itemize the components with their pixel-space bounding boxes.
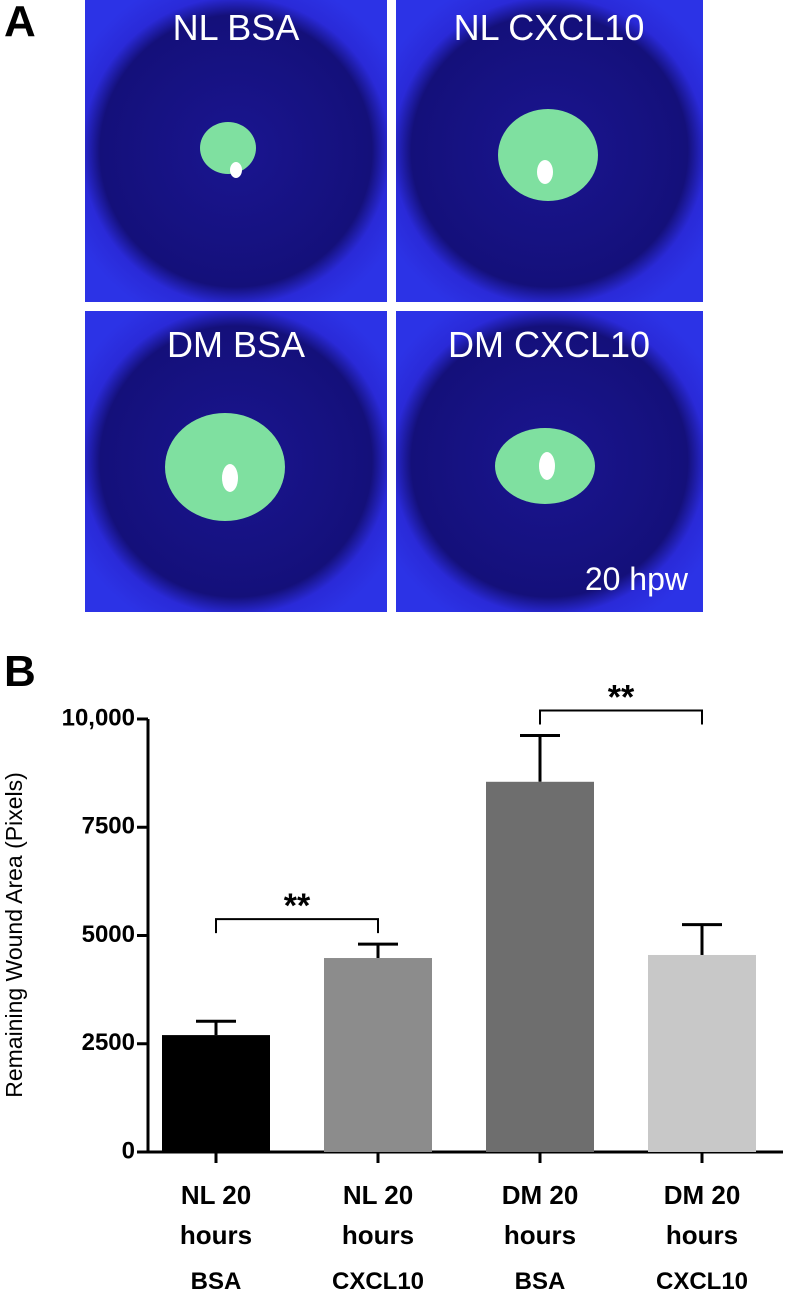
x-tick-label: DM 20 hours [501,1180,579,1250]
image-tr [396,0,703,302]
y-tick-label: 0 [122,1137,135,1164]
significance-label: ** [284,887,311,925]
image-note: 20 hpw [585,561,689,597]
bar [162,1035,270,1152]
treatment-label: CXCL10 [331,1268,425,1295]
bar [648,954,756,1152]
bar [324,958,432,1152]
y-tick-label: 5000 [82,921,135,948]
y-tick-label: 7500 [82,813,135,840]
treatment-label: CXCL10 [655,1268,749,1295]
treatment-label: BSA [190,1268,242,1295]
panel-label: B [4,647,36,696]
bar [486,781,594,1152]
image-label: DM CXCL10 [448,324,650,365]
y-axis-label: Remaining Wound Area (Pixels) [1,772,27,1098]
significance-bracket [215,918,379,934]
significance-bracket [539,709,703,725]
x-tick-label: NL 20 hours [179,1180,253,1250]
x-tick-label: DM 20 hours [663,1180,741,1250]
y-tick-label: 2500 [82,1029,135,1056]
significance-label: ** [608,678,635,716]
image-br [396,311,703,612]
y-tick-label: 10,000 [62,704,135,731]
image-label: DM BSA [167,324,305,365]
image-label: NL BSA [173,7,300,48]
image-tl [85,0,387,302]
image-bl [85,311,387,612]
treatment-label: BSA [514,1268,566,1295]
image-label: NL CXCL10 [454,7,645,48]
panel-label: A [4,0,36,46]
x-tick-label: NL 20 hours [341,1180,415,1250]
